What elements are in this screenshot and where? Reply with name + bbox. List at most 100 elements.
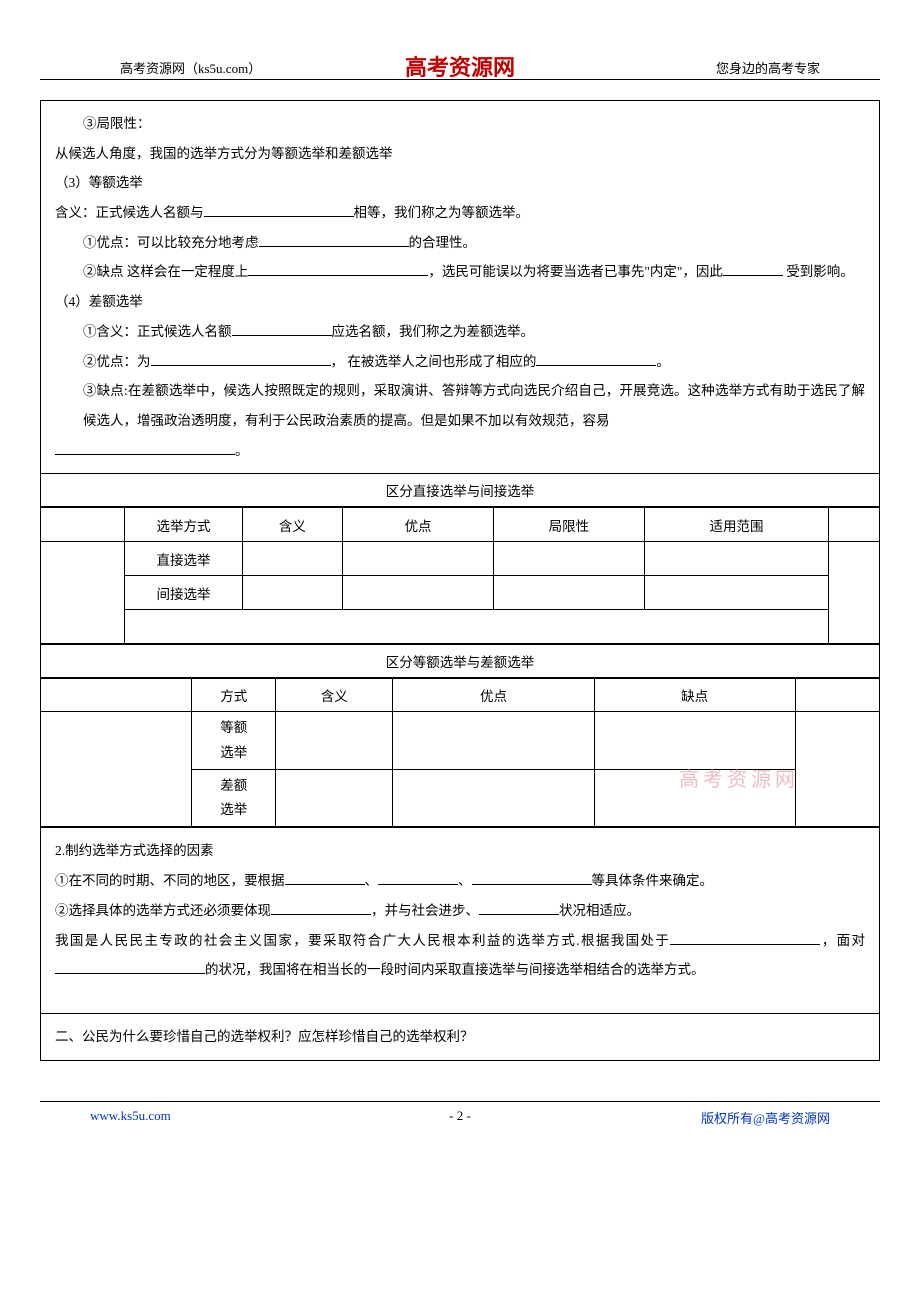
l10b-end: 。 — [235, 443, 249, 458]
cell-empty — [41, 712, 192, 827]
blank — [479, 901, 559, 915]
line-5: ①优点：可以比较充分地考虑的合理性。 — [55, 228, 865, 258]
cell — [343, 576, 494, 610]
line-candidate: 从候选人角度，我国的选举方式分为等额选举和差额选举 — [55, 139, 865, 169]
table-row: 间接选举 — [41, 576, 879, 610]
cell — [644, 542, 828, 576]
cell — [393, 769, 594, 827]
s2-t2b: 、 — [365, 873, 379, 888]
blank — [55, 961, 205, 975]
l8a: ①含义：正式候选人名额 — [83, 324, 232, 339]
blank — [248, 263, 428, 277]
header-right: 您身边的高考专家 — [716, 58, 820, 77]
blank — [259, 233, 409, 247]
cell-equal: 等额选举 — [192, 712, 276, 770]
s2-t3a: ②选择具体的选举方式还必须要体现 — [55, 903, 271, 918]
th-empty — [41, 508, 125, 542]
table-row: 选举方式 含义 优点 局限性 适用范围 — [41, 508, 879, 542]
th-meaning: 含义 — [276, 679, 393, 712]
th-scope: 适用范围 — [644, 508, 828, 542]
cell-tall — [125, 610, 829, 644]
header-left: 高考资源网（ks5u.com） — [120, 58, 261, 77]
spacer — [55, 985, 865, 1005]
blank — [536, 352, 656, 366]
th-cons: 缺点 — [594, 679, 795, 712]
s2-t2c: 、 — [458, 873, 472, 888]
cell — [276, 712, 393, 770]
table-equal-diff: 方式 含义 优点 缺点 等额选举 差额选举 — [41, 678, 879, 827]
header-logo: 高考资源网 — [405, 50, 515, 82]
page-footer: www.ks5u.com - 2 - 版权所有@高考资源网 — [40, 1101, 880, 1131]
table-row: 方式 含义 优点 缺点 — [41, 679, 879, 712]
line-9: ②优点：为 ， 在被选举人之间也形成了相应的 。 — [55, 347, 865, 377]
l9b: ， 在被选举人之间也形成了相应的 — [331, 354, 537, 369]
cell — [644, 576, 828, 610]
th-cons: 局限性 — [493, 508, 644, 542]
s2-t4c: 的状况，我国将在相当长的一段时间内采取直接选举与间接选举相结合的选举方式。 — [205, 962, 705, 977]
footer-url: www.ks5u.com — [90, 1108, 171, 1124]
l6a: ②缺点 这样会在一定程度上 — [83, 264, 248, 279]
table-row: 等额选举 — [41, 712, 879, 770]
th-method: 选举方式 — [125, 508, 242, 542]
page-header: 高考资源网（ks5u.com） 高考资源网 您身边的高考专家 — [40, 50, 880, 80]
l4b: 相等，我们称之为等额选举。 — [354, 205, 530, 220]
th-meaning: 含义 — [242, 508, 343, 542]
line-10: ③缺点:在差额选举中，候选人按照既定的规则，采取演讲、答辩等方式向选民介绍自己，… — [55, 376, 865, 435]
cell-empty — [41, 542, 125, 644]
blank — [271, 901, 371, 915]
blank — [670, 931, 820, 945]
cell — [594, 712, 795, 770]
footer-copyright: 版权所有@高考资源网 — [701, 1108, 830, 1127]
section-main: ③局限性： 从候选人角度，我国的选举方式分为等额选举和差额选举 （3）等额选举 … — [41, 101, 879, 474]
cell — [276, 769, 393, 827]
th-pros: 优点 — [393, 679, 594, 712]
cell-empty — [795, 712, 879, 827]
blank — [472, 872, 592, 886]
s2-t4b: ，面对 — [820, 933, 865, 948]
watermark: 高考资源网 — [679, 763, 799, 792]
cell-direct: 直接选举 — [125, 542, 242, 576]
line-3: （3）等额选举 — [55, 168, 865, 198]
s2-t4: 我国是人民民主专政的社会主义国家，要采取符合广大人民根本利益的选举方式.根据我国… — [55, 926, 865, 985]
line-limits: ③局限性： — [55, 109, 865, 139]
l9a: ②优点：为 — [83, 354, 151, 369]
th-empty2 — [795, 679, 879, 712]
l8b: 应选名额，我们称之为差额选举。 — [332, 324, 535, 339]
cell — [493, 542, 644, 576]
table1-title: 区分直接选举与间接选举 — [41, 474, 879, 507]
table-row: 直接选举 — [41, 542, 879, 576]
s2-t4a: 我国是人民民主专政的社会主义国家，要采取符合广大人民根本利益的选举方式.根据我国… — [55, 933, 670, 948]
blank — [232, 322, 332, 336]
cell-indirect: 间接选举 — [125, 576, 242, 610]
cell — [393, 712, 594, 770]
th-method: 方式 — [192, 679, 276, 712]
s2-t3b: ，并与社会进步、 — [371, 903, 479, 918]
s2-t2d: 等具体条件来确定。 — [592, 873, 714, 888]
l10: ③缺点:在差额选举中，候选人按照既定的规则，采取演讲、答辩等方式向选民介绍自己，… — [83, 383, 865, 428]
s2-t2: ①在不同的时期、不同的地区，要根据、、等具体条件来确定。 — [55, 866, 865, 896]
blank — [55, 441, 235, 455]
l5b: 的合理性。 — [409, 235, 477, 250]
content-box: ③局限性： 从候选人角度，我国的选举方式分为等额选举和差额选举 （3）等额选举 … — [40, 100, 880, 1061]
footer-page: - 2 - — [449, 1108, 471, 1124]
line-7: （4）差额选举 — [55, 287, 865, 317]
s2-t3: ②选择具体的选举方式还必须要体现，并与社会进步、状况相适应。 — [55, 896, 865, 926]
blank — [151, 352, 331, 366]
table-direct-indirect: 选举方式 含义 优点 局限性 适用范围 直接选举 间接选举 — [41, 507, 879, 644]
blank — [204, 204, 354, 218]
l6c: 受到影响。 — [786, 264, 854, 279]
cell — [242, 576, 343, 610]
table-row — [41, 610, 879, 644]
l6b: ，选民可能误以为将要当选者已事先"内定"，因此 — [428, 264, 723, 279]
blank — [285, 872, 365, 886]
line-8: ①含义：正式候选人名额 应选名额，我们称之为差额选举。 — [55, 317, 865, 347]
th-empty2 — [829, 508, 879, 542]
th-pros: 优点 — [343, 508, 494, 542]
cell — [343, 542, 494, 576]
l9c: 。 — [656, 354, 670, 369]
cell-equal-text: 等额选举 — [220, 720, 247, 759]
line-4: 含义：正式候选人名额与相等，我们称之为等额选举。 — [55, 198, 865, 228]
cell — [493, 576, 644, 610]
th-empty — [41, 679, 192, 712]
q2-text: 二、公民为什么要珍惜自己的选举权利？应怎样珍惜自己的选举权利？ — [55, 1022, 865, 1052]
